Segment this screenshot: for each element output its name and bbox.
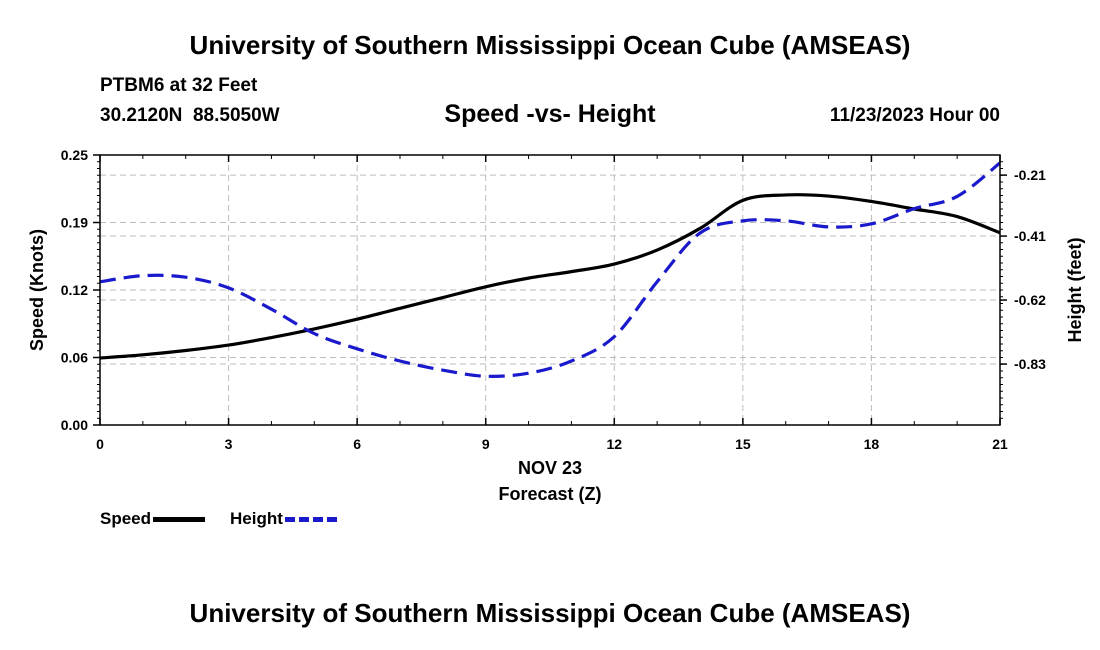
- grid-layer: [100, 155, 1000, 425]
- x-tick-label: 6: [353, 436, 361, 452]
- y-right-tick-label: -0.83: [1014, 356, 1046, 372]
- chart-subtitle: Speed -vs- Height: [444, 100, 656, 128]
- x-tick-label: 0: [96, 436, 104, 452]
- y-left-tick-label: 0.06: [61, 350, 88, 366]
- coordinates-label: 30.2120N 88.5050W: [100, 105, 280, 126]
- chart-main-title: University of Southern Mississippi Ocean…: [189, 30, 911, 60]
- x-axis-title: Forecast (Z): [498, 484, 601, 504]
- y-left-tick-label: 0.12: [61, 282, 88, 298]
- y-left-tick-label: 0.19: [61, 215, 88, 231]
- series-line-speed: [99, 193, 1001, 360]
- y-axis-right-title: Height (feet): [1065, 238, 1085, 343]
- y-axis-left-title: Speed (Knots): [27, 229, 47, 351]
- legend-speed-swatch: [153, 516, 206, 522]
- y-right-tick-label: -0.41: [1014, 228, 1046, 244]
- legend-speed-label: Speed: [100, 509, 152, 528]
- y-right-tick-label: -0.21: [1014, 167, 1046, 183]
- legend-height-swatch: [284, 516, 337, 522]
- series-line-height: [99, 161, 1001, 378]
- legend-height-label: Height: [230, 509, 283, 528]
- footer-title: University of Southern Mississippi Ocean…: [189, 598, 911, 628]
- axis-layer: 0 3 6 9 12 15 18 21 0.00 0.06 0.12 0.19 0.25 -0.21 -0.…: [61, 147, 1046, 452]
- x-tick-label: 21: [992, 436, 1008, 452]
- y-left-tick-label: 0.25: [61, 147, 88, 163]
- y-right-tick-label: -0.62: [1014, 292, 1046, 308]
- series-layer: [99, 161, 1001, 378]
- x-tick-label: 9: [482, 436, 490, 452]
- x-tick-label: 12: [606, 436, 622, 452]
- station-label: PTBM6 at 32 Feet: [100, 75, 258, 96]
- forecast-datetime: 11/23/2023 Hour 00: [829, 105, 1000, 126]
- x-tick-label: 3: [225, 436, 233, 452]
- x-tick-label: 18: [864, 436, 880, 452]
- legend-speed: Speed: [100, 509, 206, 529]
- y-left-tick-label: 0.00: [61, 417, 88, 433]
- x-tick-label: 15: [735, 436, 751, 452]
- x-axis-date-label: NOV 23: [518, 458, 582, 478]
- legend-height: Height: [230, 509, 337, 529]
